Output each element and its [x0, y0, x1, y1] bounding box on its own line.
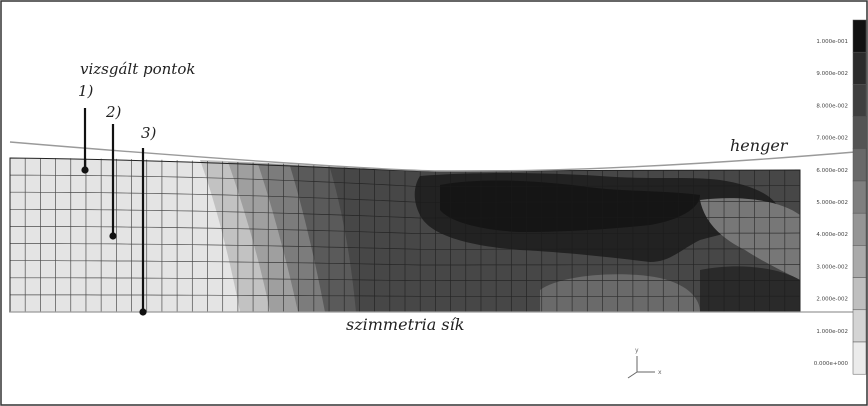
legend-value: 7.000e-002: [816, 136, 848, 142]
contour-band: [700, 266, 800, 312]
legend-value: 6.000e-002: [816, 168, 848, 174]
legend-swatch: [852, 180, 867, 214]
symmetry-plane-label: szimmetria sík: [346, 315, 464, 334]
roller-label: henger: [730, 136, 789, 155]
legend-value: 4.000e-002: [816, 232, 848, 238]
examined-points: [81, 108, 147, 316]
legend-value: 8.000e-002: [816, 103, 848, 109]
legend-swatch: [852, 245, 867, 278]
legend-swatch: [852, 116, 867, 150]
legend-swatch: [852, 309, 867, 343]
contour-band: [540, 274, 700, 312]
svg-text:y: y: [635, 347, 639, 354]
point-3-dot: [139, 308, 147, 316]
roller-arc: [9, 141, 856, 172]
point-2-label: 2): [105, 103, 122, 121]
legend-value: 9.000e-002: [816, 71, 848, 77]
legend-swatch: [852, 277, 867, 311]
legend-value: 1.000e-002: [816, 329, 848, 335]
point-1-label: 1): [78, 82, 94, 100]
point-1-dot: [81, 166, 89, 174]
coordinate-axes-icon: y x: [627, 347, 662, 379]
legend-swatch: [852, 51, 867, 85]
legend-swatch: [852, 212, 867, 246]
color-legend: 1.000e-001 9.000e-002 8.000e-002 7.000e-002…: [814, 19, 867, 375]
legend-value: 2.000e-002: [816, 297, 848, 303]
point-3-label: 3): [141, 124, 157, 142]
point-2-dot: [109, 232, 117, 240]
legend-swatch: [852, 84, 867, 117]
contour-band: [700, 198, 800, 280]
contour-band: [440, 180, 700, 232]
legend-swatch: [852, 148, 867, 182]
contour-plot: [9, 157, 801, 313]
legend-swatch: [852, 19, 867, 53]
legend-value: 0.000e+000: [814, 361, 849, 367]
legend-value: 3.000e-002: [816, 264, 848, 270]
legend-value: 5.000e-002: [816, 200, 848, 206]
examined-points-label: vizsgált pontok: [80, 60, 195, 78]
legend-swatch: [852, 341, 867, 375]
svg-text:x: x: [658, 369, 662, 376]
legend-value: 1.000e-001: [816, 39, 848, 45]
